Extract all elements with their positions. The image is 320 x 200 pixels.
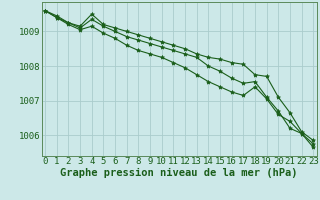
X-axis label: Graphe pression niveau de la mer (hPa): Graphe pression niveau de la mer (hPa) [60,168,298,178]
